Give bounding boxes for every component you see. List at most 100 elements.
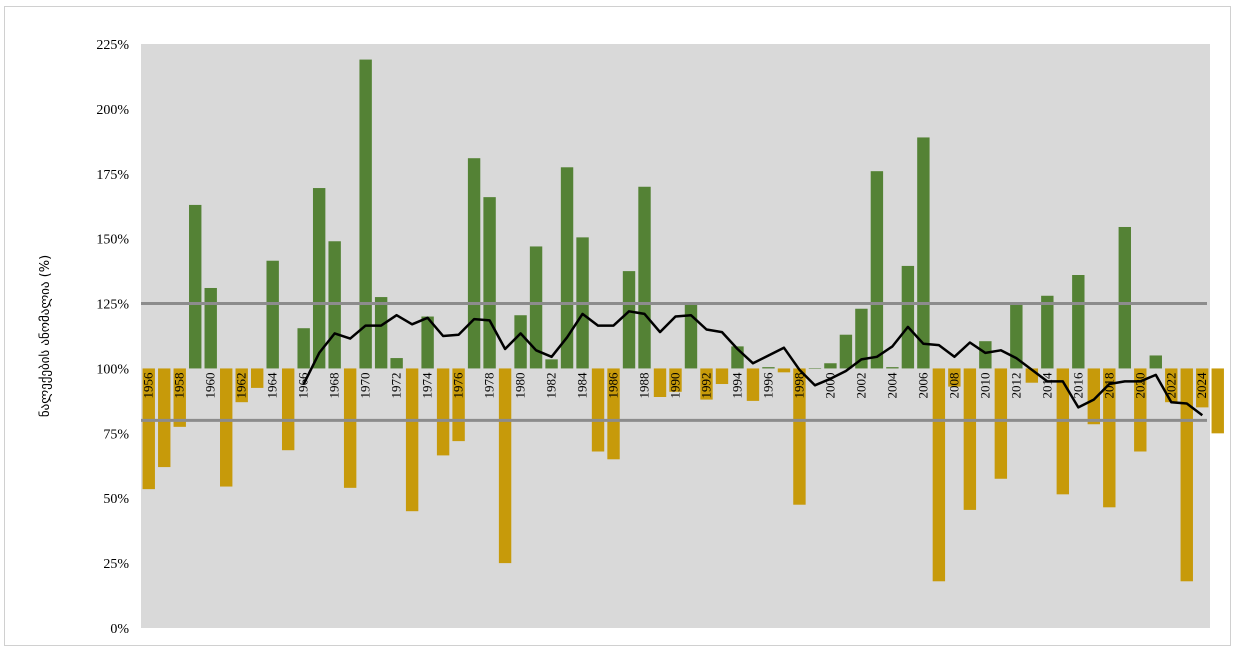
x-axis-labels: 1956 1958 1960 1962 1964 1966 1968 1970 1972 1974… (141, 372, 1210, 399)
bar-1993 (715, 368, 729, 385)
bar-2011 (994, 368, 1008, 479)
bar-1961 (220, 368, 233, 487)
precipitation-anomaly-chart: 0% 25% 50% 75% 100% 125% 150% 175% 200% 225% 1956… (38, 38, 1224, 637)
bar-1982 (545, 359, 558, 369)
x-tick-label: 1974 (420, 372, 435, 399)
bar-1987 (622, 271, 636, 369)
bar-1959 (189, 204, 202, 369)
bar-1973 (405, 368, 419, 512)
y-tick-label: 225% (96, 38, 129, 53)
bar-1985 (591, 368, 605, 452)
y-tick-label: 75% (103, 427, 129, 442)
y-tick-label: 50% (103, 492, 129, 507)
x-tick-label: 2004 (884, 372, 899, 399)
bar-1962 (235, 368, 248, 403)
x-tick-label: 1984 (575, 372, 590, 399)
x-tick-label: 1992 (698, 372, 713, 398)
bar-2015 (1056, 368, 1070, 495)
y-tick-label: 100% (96, 362, 129, 377)
x-tick-label: 1998 (791, 372, 806, 398)
x-tick-label: 1990 (668, 372, 683, 398)
bar-2024 (1196, 368, 1209, 408)
bar-1980 (514, 315, 527, 369)
bar-1991 (684, 304, 698, 369)
bar-2004 (886, 367, 899, 369)
x-tick-label: 1970 (358, 372, 373, 398)
x-tick-label: 2022 (1163, 372, 1178, 398)
x-tick-label: 1960 (203, 372, 218, 398)
x-tick-label: 1972 (389, 372, 404, 398)
bar-2017 (1087, 368, 1101, 425)
x-tick-label: 1978 (482, 372, 497, 398)
bar-1971 (374, 297, 388, 369)
bar-1999 (808, 368, 822, 369)
bar-1998 (793, 368, 806, 505)
bars-group (142, 59, 1224, 582)
moving-average-group (302, 310, 1204, 417)
x-tick-label: 1980 (513, 372, 528, 398)
bar-2000 (824, 363, 837, 369)
bar-1960 (204, 287, 217, 369)
bar-2023 (1180, 368, 1193, 582)
bar-undefined (1211, 368, 1224, 434)
y-axis-ticks: 0% 25% 50% 75% 100% 125% 150% 175% 200% 225% (96, 38, 129, 637)
y-tick-label: 200% (96, 103, 129, 118)
bar-1964 (266, 260, 279, 369)
bar-1997 (777, 368, 791, 373)
bar-1972 (390, 358, 403, 369)
x-tick-label: 1988 (637, 372, 652, 398)
y-tick-label: 125% (96, 298, 129, 313)
x-tick-label: 2024 (1194, 372, 1209, 399)
moving-average-line (302, 310, 1204, 417)
threshold-lines (141, 302, 1207, 422)
bar-1981 (529, 246, 543, 369)
x-tick-label: 1964 (265, 372, 280, 399)
bar-2003 (870, 171, 884, 369)
bar-2007 (932, 368, 946, 582)
x-tick-label: 1976 (451, 372, 466, 399)
bar-1983 (560, 167, 574, 369)
bar-1975 (436, 368, 450, 456)
bar-1977 (467, 158, 481, 369)
bar-2012 (1010, 304, 1023, 369)
y-tick-label: 150% (96, 233, 129, 248)
bar-1988 (638, 186, 651, 369)
x-tick-label: 1958 (172, 372, 187, 398)
x-tick-label: 1996 (760, 372, 775, 399)
bar-2014 (1041, 295, 1054, 369)
bar-1965 (281, 368, 295, 451)
x-tick-label: 2014 (1039, 372, 1054, 399)
x-tick-label: 2008 (946, 372, 961, 398)
bar-2018 (1103, 368, 1116, 508)
bar-2005 (901, 265, 915, 369)
bar-1974 (421, 316, 434, 369)
bar-1967 (312, 188, 326, 369)
bar-1958 (173, 368, 186, 427)
y-tick-label: 25% (103, 557, 129, 572)
bar-1995 (746, 368, 760, 401)
x-tick-label: 1956 (141, 372, 156, 399)
x-tick-label: 2020 (1132, 372, 1147, 398)
bar-2006 (917, 137, 930, 369)
y-axis-title: ნალექების ანომალია (%) (38, 255, 53, 417)
bar-1966 (297, 328, 310, 369)
bar-2010 (979, 341, 992, 369)
bar-1963 (250, 368, 264, 388)
x-tick-label: 2016 (1070, 372, 1085, 399)
bar-1996 (762, 367, 775, 369)
bar-1969 (343, 368, 357, 488)
bar-1956 (142, 368, 155, 490)
bar-2008 (948, 368, 961, 387)
y-tick-label: 0% (110, 622, 129, 637)
bar-1992 (700, 368, 713, 400)
bar-2019 (1118, 226, 1131, 369)
bar-1989 (653, 368, 667, 397)
bar-2021 (1149, 355, 1162, 369)
chart-frame: 0% 25% 50% 75% 100% 125% 150% 175% 200% 225% 1956… (4, 6, 1231, 646)
bar-1979 (498, 368, 512, 564)
x-tick-label: 1994 (729, 372, 744, 399)
x-tick-label: 2002 (853, 372, 868, 398)
x-tick-label: 2018 (1101, 372, 1116, 398)
bar-2001 (839, 334, 853, 369)
bar-2009 (963, 368, 977, 510)
